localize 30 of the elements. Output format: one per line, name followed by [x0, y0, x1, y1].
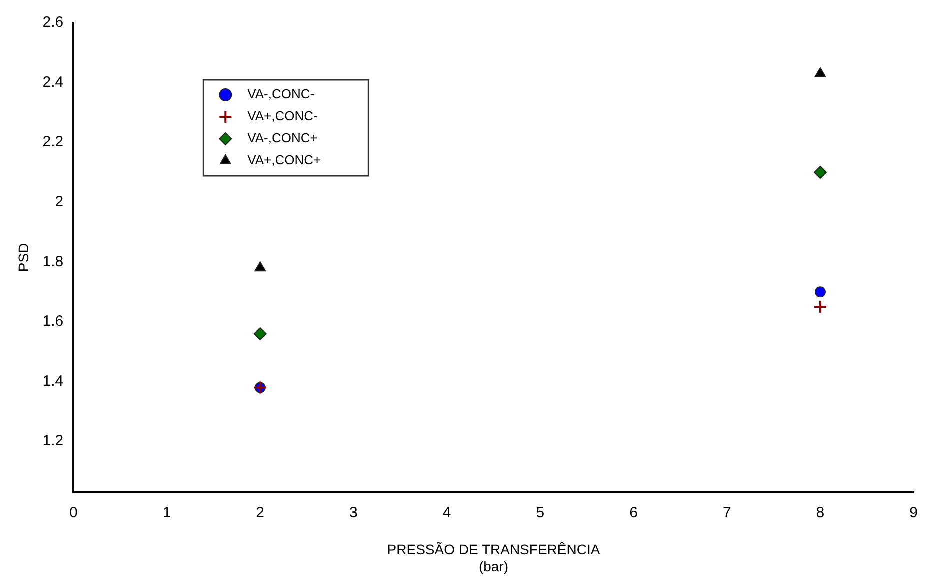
legend-label: VA-,CONC- [248, 86, 315, 102]
y-tick-label: 2.6 [42, 14, 64, 32]
point [814, 67, 826, 78]
point [814, 286, 826, 298]
x-tick-label: 4 [442, 504, 452, 522]
y-tick-label: 1.4 [42, 372, 64, 390]
y-tick-label: 1.2 [42, 432, 64, 450]
point [813, 300, 828, 314]
x-tick-label: 1 [162, 504, 172, 522]
x-axis-title: PRESSÃO DE TRANSFERÊNCIA (bar) [387, 542, 601, 574]
point [814, 166, 827, 179]
x-tick-label: 6 [630, 504, 638, 522]
x-tick-label: 3 [350, 504, 358, 522]
x-tick-label: 5 [536, 504, 545, 522]
x-tick-label: 2 [256, 504, 265, 522]
point [254, 262, 266, 272]
x-tick-label: 9 [910, 504, 918, 522]
point [254, 327, 267, 340]
x-tick-label: 7 [722, 504, 732, 522]
legend-label: VA+,CONC+ [248, 152, 322, 168]
y-axis-title: PSD [15, 243, 32, 272]
y-tick-label: 2.2 [42, 134, 64, 151]
x-tick-label: 0 [69, 504, 78, 522]
legend-label: VA-,CONC+ [248, 130, 318, 146]
y-tick-label: 2.4 [42, 74, 64, 91]
y-tick-label: 1.6 [42, 313, 64, 330]
y-tick-label: 2 [55, 194, 64, 211]
legend-label: VA+,CONC- [248, 108, 318, 124]
x-tick-label: 8 [816, 504, 825, 522]
y-tick-label: 1.8 [42, 253, 64, 270]
